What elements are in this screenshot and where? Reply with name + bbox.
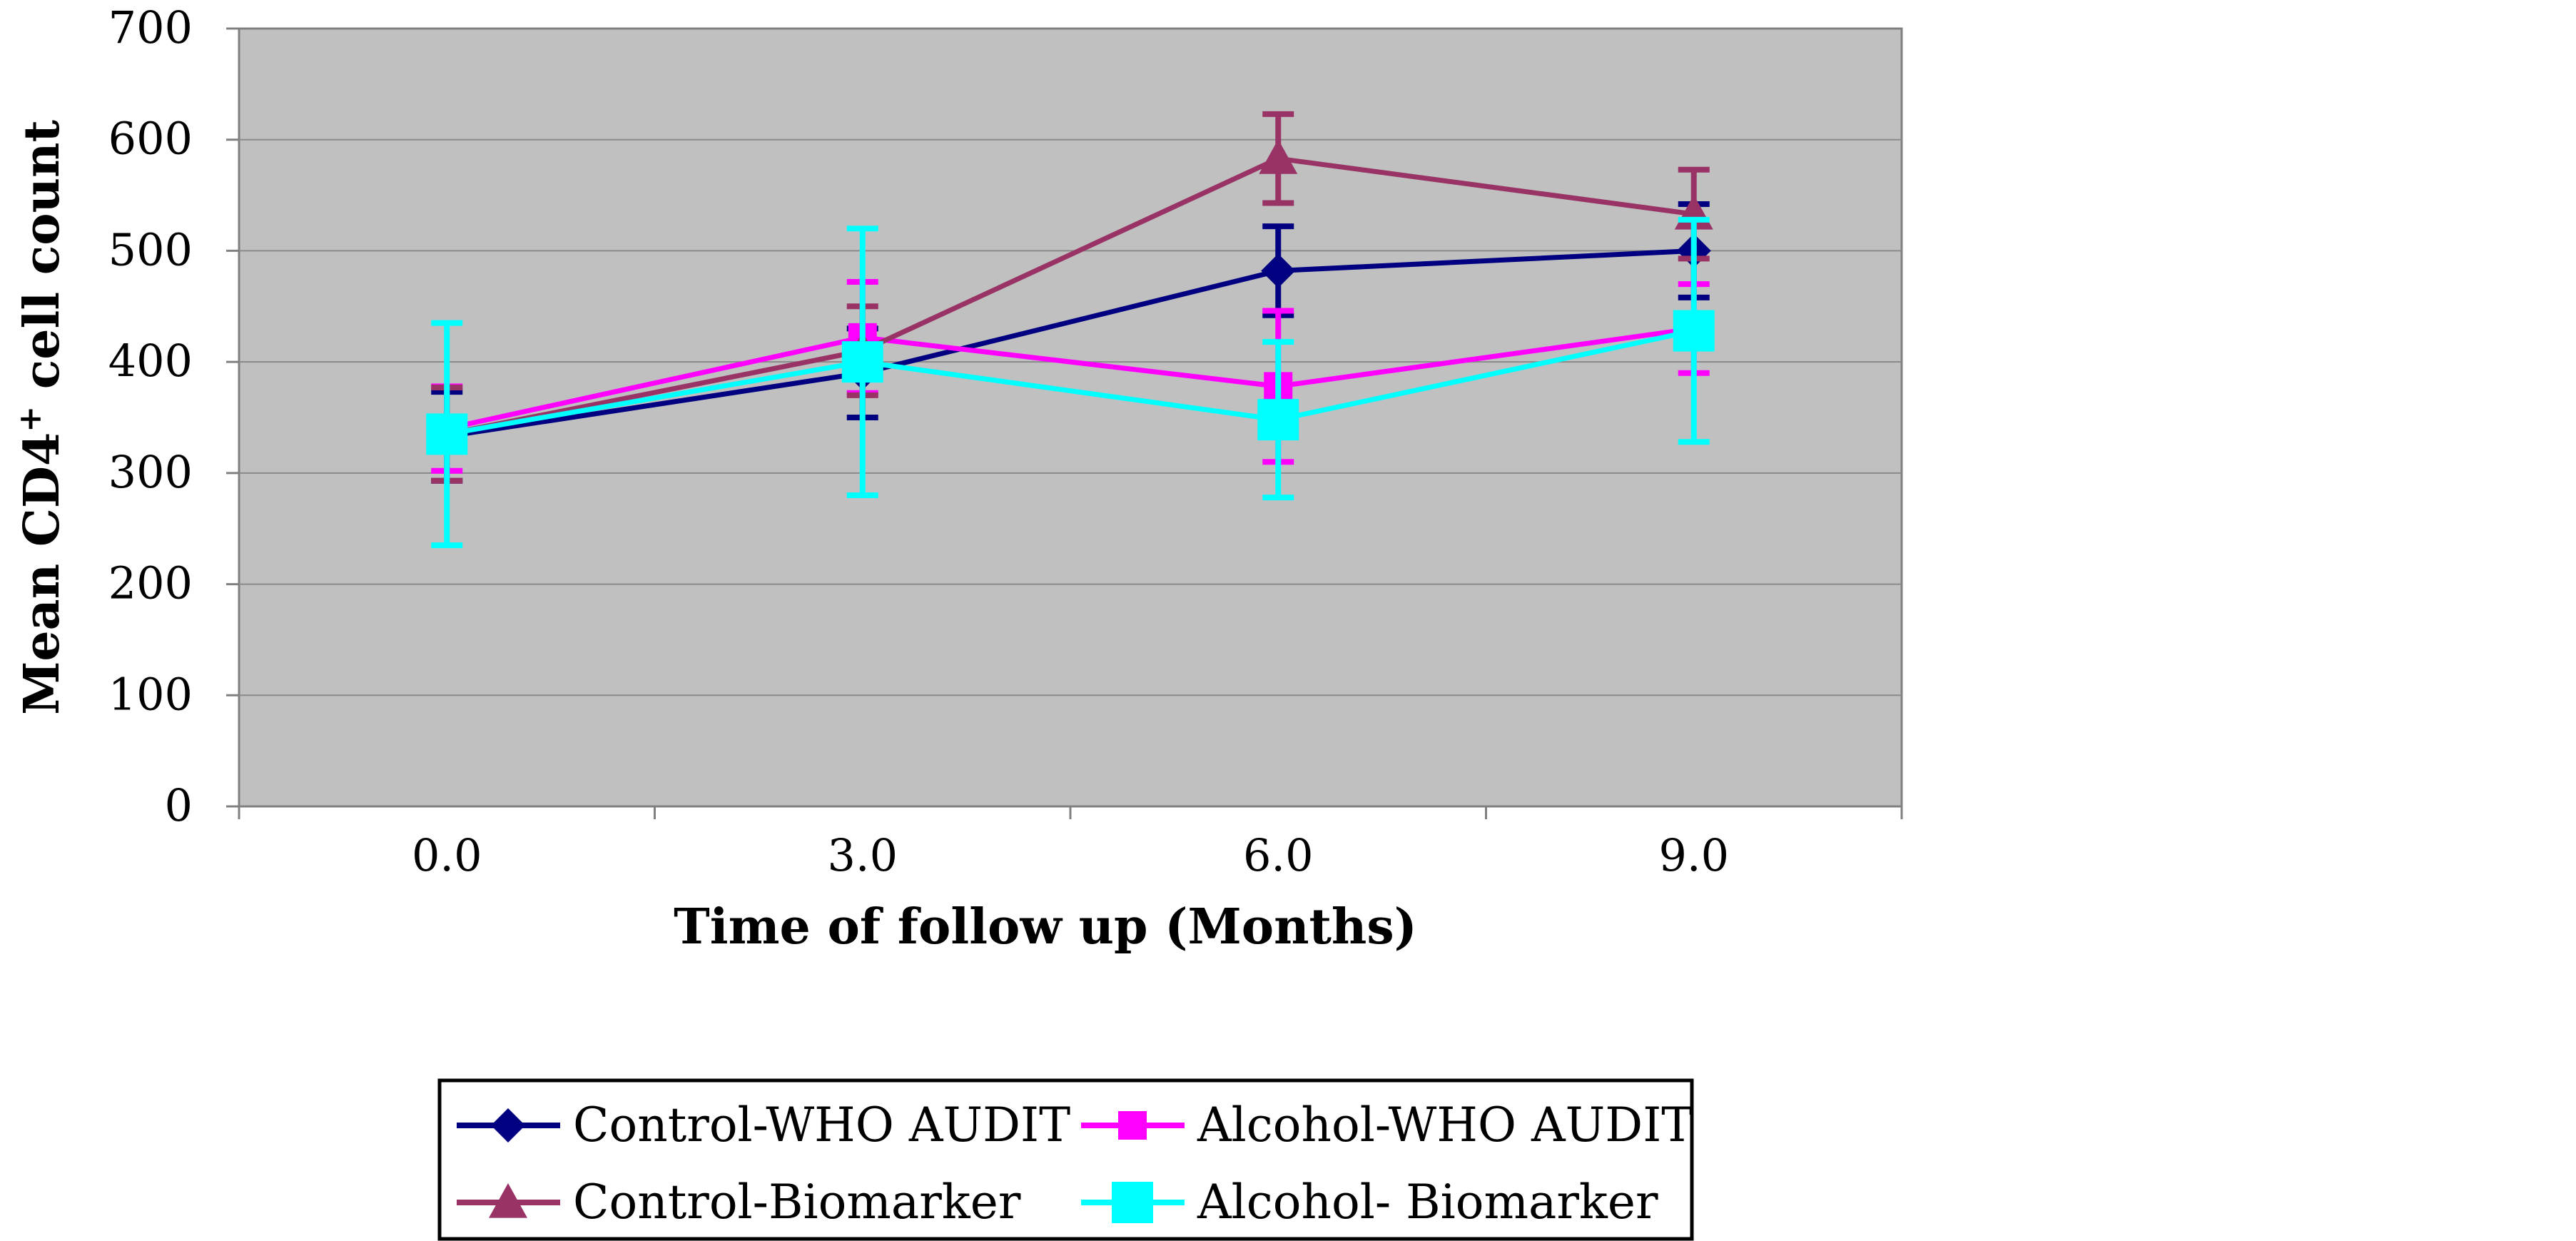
data-point: [1673, 310, 1715, 352]
y-tick-label: 100: [108, 668, 193, 720]
series-line: [446, 248, 1694, 439]
legend-item: Alcohol- Biomarker: [1081, 1175, 1658, 1230]
x-tick-label: 0.0: [412, 829, 482, 881]
y-tick-label: 600: [108, 113, 193, 165]
data-point: [841, 341, 883, 383]
axes: [226, 27, 1903, 819]
x-tick-labels: 0.0 3.0 6.0 9.0: [412, 829, 1729, 881]
data-point: [426, 413, 468, 455]
series-layer: [426, 111, 1715, 549]
x-axis-title: Time of follow up (Months): [674, 898, 1417, 956]
y-tick-label: 400: [108, 335, 193, 387]
legend-label: Alcohol- Biomarker: [1197, 1175, 1658, 1230]
y-tick-label: 500: [108, 223, 193, 275]
y-tick-label: 0: [165, 779, 193, 831]
x-tick-label: 3.0: [827, 829, 898, 881]
y-axis-title-superscript: +: [12, 406, 49, 432]
series-3: [426, 216, 1715, 549]
legend-label: Control-WHO AUDIT: [573, 1098, 1070, 1153]
legend-label: Control-Biomarker: [573, 1175, 1021, 1230]
legend-item: Alcohol-WHO AUDIT: [1081, 1098, 1693, 1153]
plot-area: [238, 27, 1903, 808]
legend: Control-WHO AUDIT Alcohol-WHO AUDIT Contro…: [437, 1078, 1694, 1241]
data-point: [1259, 139, 1298, 174]
legend-item: Control-Biomarker: [457, 1175, 1021, 1230]
data-point: [1257, 399, 1299, 441]
y-axis-title: Mean CD4+ cell count: [12, 120, 71, 715]
series-line: [446, 156, 1695, 437]
y-axis-title-rest: cell count: [14, 120, 71, 406]
legend-marker: [1112, 1182, 1153, 1223]
y-axis-title-main: Mean CD4: [14, 432, 71, 715]
legend-box: [437, 1078, 1694, 1241]
y-tick-label: 700: [108, 1, 193, 54]
legend-item: Control-WHO AUDIT: [457, 1098, 1070, 1153]
y-tick-label: 300: [108, 446, 193, 498]
y-tick-label: 200: [108, 557, 193, 609]
legend-marker: [489, 1183, 527, 1218]
data-point: [1261, 253, 1296, 288]
x-tick-label: 9.0: [1658, 829, 1729, 881]
legend-marker: [491, 1108, 525, 1143]
legend-label: Alcohol-WHO AUDIT: [1197, 1098, 1693, 1153]
series-line: [446, 328, 1695, 437]
x-tick-label: 6.0: [1243, 829, 1314, 881]
gridlines: [239, 138, 1902, 697]
y-tick-labels: 0 100 200 300 400 500 600 700: [108, 1, 193, 831]
series-line: [446, 325, 1695, 431]
legend-marker: [1118, 1111, 1147, 1140]
